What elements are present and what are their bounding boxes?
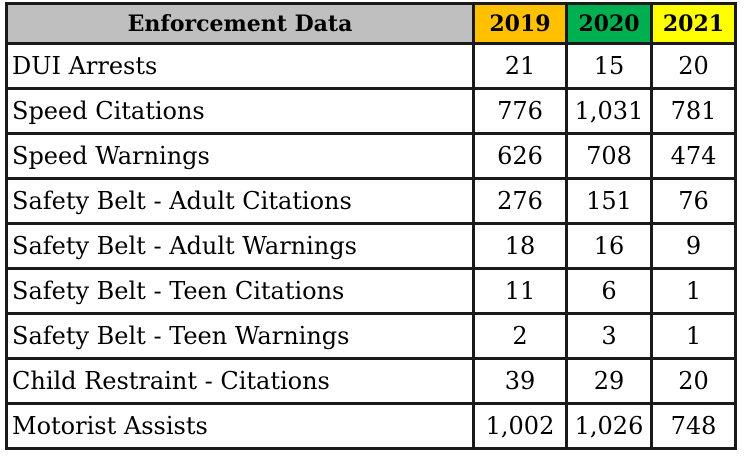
value-2019: 39 <box>472 357 568 405</box>
value-2021: 1 <box>650 267 737 315</box>
value-2020: 1,026 <box>565 402 653 450</box>
row-label: Speed Citations <box>5 87 475 135</box>
value-2020: 15 <box>565 42 653 90</box>
value-2020: 16 <box>565 222 653 270</box>
value-2021: 20 <box>650 42 737 90</box>
value-2020: 3 <box>565 312 653 360</box>
value-2020: 6 <box>565 267 653 315</box>
value-2019: 18 <box>472 222 568 270</box>
value-2019: 11 <box>472 267 568 315</box>
value-2021: 1 <box>650 312 737 360</box>
header-year-2021: 2021 <box>650 2 737 45</box>
header-row: Enforcement Data 2019 2020 2021 <box>5 2 737 45</box>
value-2020: 29 <box>565 357 653 405</box>
row-label: Motorist Assists <box>5 402 475 450</box>
header-year-2020: 2020 <box>565 2 653 45</box>
value-2019: 776 <box>472 87 568 135</box>
value-2021: 20 <box>650 357 737 405</box>
table-row-dui-arrests: DUI Arrests 21 15 20 <box>5 42 737 90</box>
table-row-speed-citations: Speed Citations 776 1,031 781 <box>5 87 737 135</box>
value-2021: 474 <box>650 132 737 180</box>
row-label: Safety Belt - Adult Warnings <box>5 222 475 270</box>
row-label: Speed Warnings <box>5 132 475 180</box>
header-enforcement-data: Enforcement Data <box>5 2 475 45</box>
value-2019: 1,002 <box>472 402 568 450</box>
row-label: Safety Belt - Adult Citations <box>5 177 475 225</box>
table-row-safety-belt-adult-warnings: Safety Belt - Adult Warnings 18 16 9 <box>5 222 737 270</box>
table-row-safety-belt-adult-citations: Safety Belt - Adult Citations 276 151 76 <box>5 177 737 225</box>
row-label: Safety Belt - Teen Citations <box>5 267 475 315</box>
row-label: Safety Belt - Teen Warnings <box>5 312 475 360</box>
value-2021: 9 <box>650 222 737 270</box>
table-row-safety-belt-teen-warnings: Safety Belt - Teen Warnings 2 3 1 <box>5 312 737 360</box>
row-label: Child Restraint - Citations <box>5 357 475 405</box>
value-2020: 708 <box>565 132 653 180</box>
value-2020: 1,031 <box>565 87 653 135</box>
value-2019: 276 <box>472 177 568 225</box>
value-2021: 781 <box>650 87 737 135</box>
table-row-speed-warnings: Speed Warnings 626 708 474 <box>5 132 737 180</box>
table-row-child-restraint-citations: Child Restraint - Citations 39 29 20 <box>5 357 737 405</box>
table-row-motorist-assists: Motorist Assists 1,002 1,026 748 <box>5 402 737 450</box>
value-2019: 21 <box>472 42 568 90</box>
row-label: DUI Arrests <box>5 42 475 90</box>
value-2019: 626 <box>472 132 568 180</box>
enforcement-data-table: Enforcement Data 2019 2020 2021 DUI Arre… <box>5 2 737 450</box>
value-2021: 76 <box>650 177 737 225</box>
table-row-safety-belt-teen-citations: Safety Belt - Teen Citations 11 6 1 <box>5 267 737 315</box>
value-2020: 151 <box>565 177 653 225</box>
value-2021: 748 <box>650 402 737 450</box>
header-year-2019: 2019 <box>472 2 568 45</box>
value-2019: 2 <box>472 312 568 360</box>
